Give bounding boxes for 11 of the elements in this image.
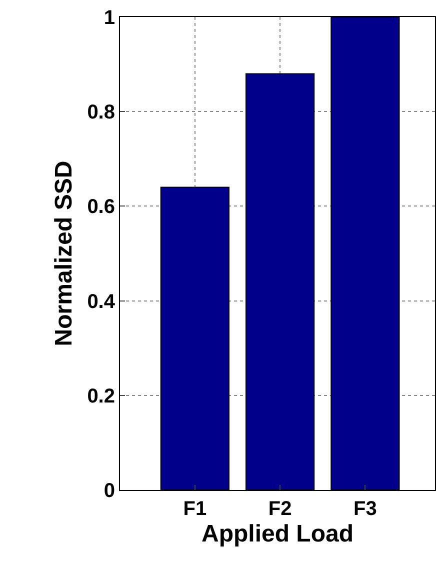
y-tick-label: 1 [104, 7, 115, 29]
x-axis-title: Applied Load [202, 520, 354, 548]
y-tick-label: 0 [104, 480, 115, 502]
y-tick-label: 0.4 [87, 290, 116, 313]
y-axis-title: Normalized SSD [50, 160, 78, 346]
y-tick-label: 0.6 [87, 196, 115, 218]
x-tick-label: F1 [183, 498, 207, 520]
y-tick-label: 0.8 [87, 102, 115, 124]
x-tick-label: F3 [354, 498, 377, 520]
x-tick-label: F2 [268, 498, 292, 520]
y-tick-label: 0.2 [87, 385, 115, 408]
